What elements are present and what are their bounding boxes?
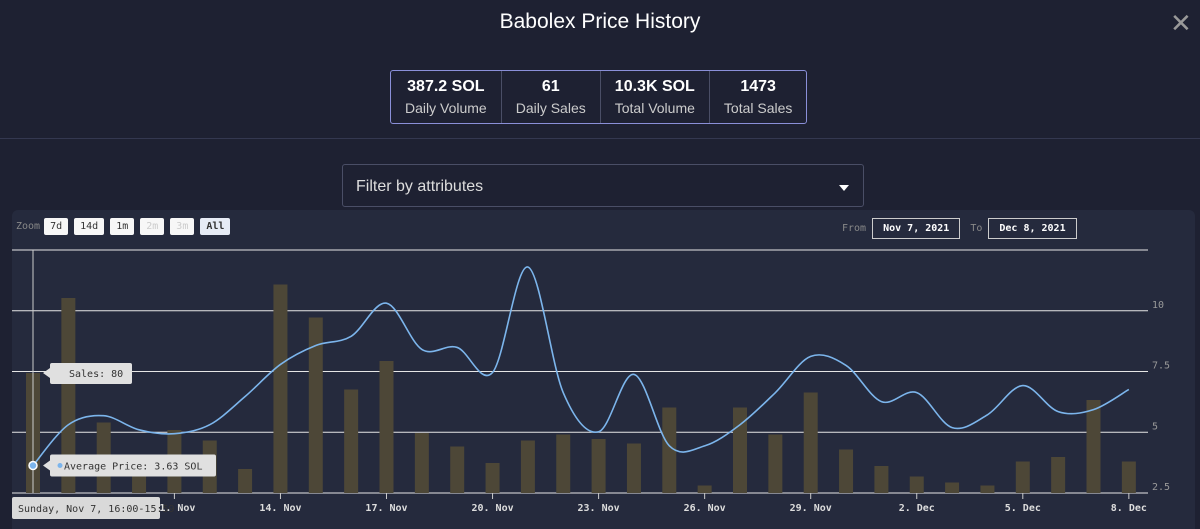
from-input[interactable]: Nov 7, 2021 — [872, 218, 961, 239]
stat-label: Total Sales — [723, 100, 793, 116]
x-tick-label: 5. Dec — [1005, 503, 1041, 514]
bar — [485, 463, 500, 493]
y-tick-label: 10 — [1152, 300, 1164, 311]
bar — [61, 298, 76, 493]
bar — [238, 469, 253, 493]
stat-value: 10.3K SOL — [614, 78, 695, 95]
date-tooltip-box — [12, 497, 160, 519]
x-tick-label: 20. Nov — [471, 503, 513, 514]
stat-value: 387.2 SOL — [407, 78, 485, 95]
from-label: From — [842, 223, 867, 234]
zoom-row: Zoom 7d 14d 1m 2m 3m All — [16, 218, 236, 235]
filter-placeholder: Filter by attributes — [356, 178, 484, 195]
x-tick-label: 14. Nov — [259, 503, 301, 514]
x-tick-label: 29. Nov — [790, 503, 832, 514]
tooltip-box — [50, 363, 132, 384]
tooltip-price: Average Price: 3.63 SOL — [64, 462, 202, 473]
stat-label: Daily Sales — [515, 100, 586, 116]
y-tick-label: 5 — [1152, 421, 1158, 432]
stat-label: Total Volume — [614, 100, 695, 116]
bar — [450, 446, 465, 493]
bar — [839, 449, 854, 493]
bar — [909, 476, 924, 493]
bar — [980, 485, 995, 493]
bar — [308, 317, 323, 493]
bar — [626, 443, 641, 493]
zoom-button: 2m — [140, 218, 165, 235]
tooltip-box — [50, 454, 216, 477]
close-button[interactable]: ✕ — [1170, 8, 1192, 38]
bar — [379, 361, 394, 493]
divider — [0, 138, 1200, 139]
bar — [1121, 461, 1136, 493]
zoom-button: 3m — [170, 218, 195, 235]
caret — [839, 185, 849, 191]
zoom-button[interactable]: 1m — [110, 218, 135, 235]
stat-value: 1473 — [740, 78, 776, 95]
stat: 1473 Total Sales — [708, 71, 806, 123]
stats-box: 387.2 SOL Daily Volume 61 Daily Sales 10.3K … — [390, 70, 808, 124]
x-tick-label: 11. Nov — [153, 503, 195, 514]
zoom-button[interactable]: All — [200, 218, 231, 235]
x-tick-label: 17. Nov — [365, 503, 407, 514]
bar — [945, 482, 960, 493]
zoom-button[interactable]: 7d — [44, 218, 69, 235]
stat-label: Daily Volume — [405, 100, 487, 116]
bar — [768, 434, 783, 493]
range-row: From Nov 7, 2021 To Dec 8, 2021 — [842, 218, 1087, 239]
stat: 387.2 SOL Daily Volume — [391, 71, 501, 123]
bar — [591, 439, 606, 493]
bar — [803, 392, 818, 493]
x-tick-label: 2. Dec — [899, 503, 935, 514]
zoom-button[interactable]: 14d — [74, 218, 105, 235]
to-input[interactable]: Dec 8, 2021 — [988, 218, 1077, 239]
filter-dropdown[interactable]: Filter by attributes — [342, 164, 864, 207]
stat: 61 Daily Sales — [500, 71, 600, 123]
bar — [874, 466, 889, 493]
price-line — [32, 266, 1130, 467]
title: Babolex Price History — [499, 10, 701, 33]
zoom-label: Zoom — [16, 221, 41, 232]
x-tick-label: 23. Nov — [578, 503, 620, 514]
stat: 10.3K SOL Total Volume — [599, 71, 709, 123]
bar — [556, 434, 571, 493]
bar — [273, 284, 288, 493]
tooltip-pointer — [43, 368, 50, 378]
tooltip-pointer — [43, 460, 50, 471]
stat-value: 61 — [541, 78, 560, 95]
x-tick-label: 26. Nov — [684, 503, 726, 514]
bar — [1086, 400, 1101, 493]
bar — [697, 485, 712, 493]
x-tick-label: 8. Dec — [1111, 503, 1147, 514]
bar — [344, 389, 359, 493]
bar — [414, 433, 429, 493]
tooltip-dot — [57, 463, 63, 469]
bar — [733, 407, 747, 493]
tooltip-sales: Sales: 80 — [69, 369, 123, 380]
bar — [1015, 461, 1030, 493]
date-tooltip: Sunday, Nov 7, 16:00-15:59 — [18, 504, 175, 515]
hover-marker — [28, 460, 38, 471]
to-label: To — [970, 223, 983, 234]
bar — [520, 440, 535, 493]
y-tick-label: 7.5 — [1152, 361, 1170, 372]
bar — [1051, 457, 1066, 493]
bar — [662, 407, 677, 493]
y-tick-label: 2.5 — [1152, 482, 1170, 493]
